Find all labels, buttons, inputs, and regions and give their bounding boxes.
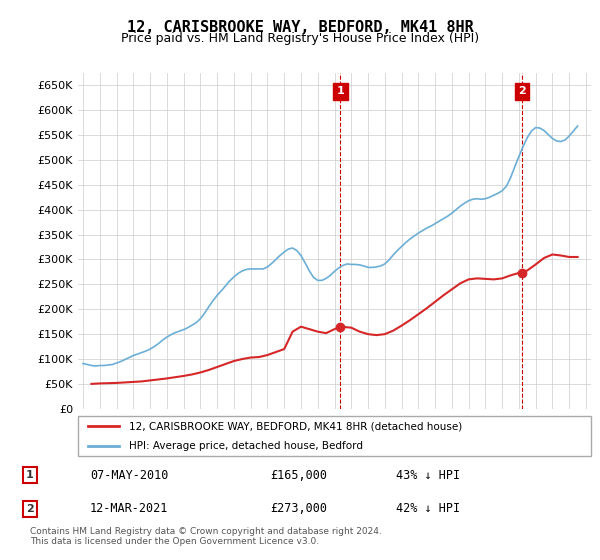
Text: £273,000: £273,000	[270, 502, 327, 515]
FancyBboxPatch shape	[78, 416, 591, 456]
Text: HPI: Average price, detached house, Bedford: HPI: Average price, detached house, Bedf…	[130, 441, 364, 451]
Text: 42% ↓ HPI: 42% ↓ HPI	[396, 502, 460, 515]
Text: 12, CARISBROOKE WAY, BEDFORD, MK41 8HR (detached house): 12, CARISBROOKE WAY, BEDFORD, MK41 8HR (…	[130, 421, 463, 431]
Text: 43% ↓ HPI: 43% ↓ HPI	[396, 469, 460, 482]
Text: 12, CARISBROOKE WAY, BEDFORD, MK41 8HR: 12, CARISBROOKE WAY, BEDFORD, MK41 8HR	[127, 20, 473, 35]
Text: Contains HM Land Registry data © Crown copyright and database right 2024.
This d: Contains HM Land Registry data © Crown c…	[30, 526, 382, 546]
Text: 07-MAY-2010: 07-MAY-2010	[90, 469, 169, 482]
Text: 2: 2	[26, 503, 34, 514]
Text: 2: 2	[518, 86, 526, 96]
Text: Price paid vs. HM Land Registry's House Price Index (HPI): Price paid vs. HM Land Registry's House …	[121, 32, 479, 45]
Text: £165,000: £165,000	[270, 469, 327, 482]
Text: 1: 1	[26, 470, 34, 480]
Text: 12-MAR-2021: 12-MAR-2021	[90, 502, 169, 515]
Text: 1: 1	[337, 86, 344, 96]
